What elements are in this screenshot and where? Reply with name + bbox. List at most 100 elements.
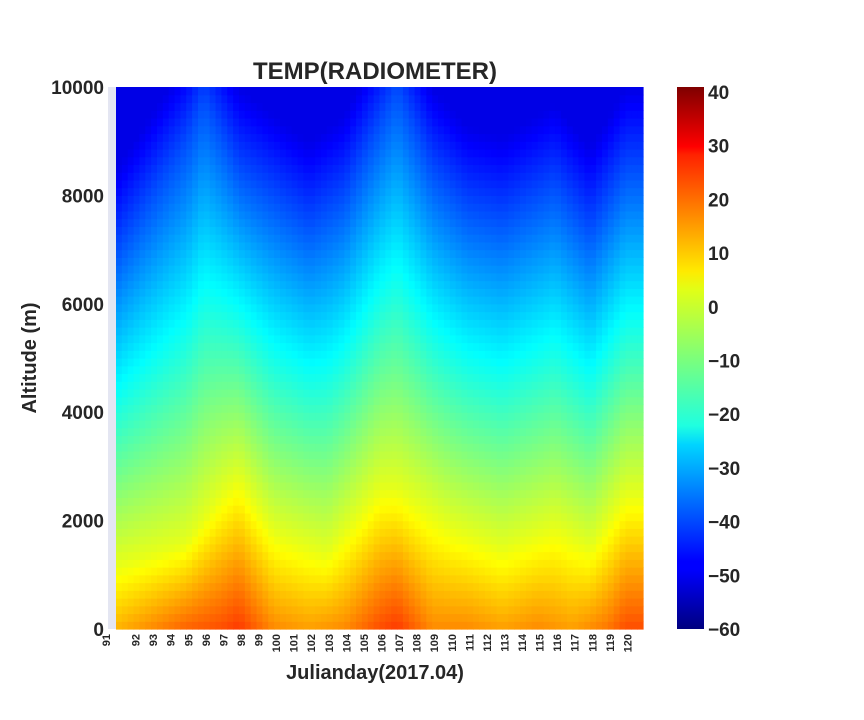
- heatmap-cell: [180, 474, 187, 483]
- heatmap-cell: [309, 249, 316, 258]
- heatmap-cell: [508, 241, 515, 251]
- heatmap-cell: [385, 110, 392, 119]
- heatmap-cell: [420, 218, 427, 227]
- heatmap-cell: [133, 125, 141, 135]
- heatmap-cell: [268, 241, 275, 251]
- heatmap-cell: [139, 419, 146, 429]
- heatmap-cell: [227, 489, 234, 498]
- heatmap-cell: [479, 543, 486, 553]
- heatmap-cell: [297, 404, 304, 413]
- heatmap-cell: [227, 288, 234, 297]
- heatmap-cell: [227, 621, 234, 630]
- heatmap-cell: [455, 110, 463, 119]
- heatmap-cell: [291, 419, 299, 429]
- heatmap-cell: [180, 303, 187, 313]
- heatmap-cell: [367, 396, 375, 406]
- heatmap-cell: [279, 218, 287, 227]
- heatmap-cell: [139, 350, 146, 359]
- heatmap-cell: [227, 296, 234, 305]
- heatmap-cell: [197, 195, 205, 204]
- heatmap-cell: [385, 288, 392, 297]
- heatmap-cell: [145, 327, 152, 336]
- heatmap-cell: [303, 497, 310, 506]
- heatmap-cell: [508, 327, 515, 336]
- heatmap-cell: [490, 327, 498, 336]
- heatmap-cell: [461, 512, 468, 522]
- heatmap-cell: [238, 582, 246, 591]
- heatmap-cell: [332, 296, 340, 305]
- heatmap-cell: [373, 296, 381, 305]
- heatmap-cell: [285, 365, 293, 375]
- heatmap-cell: [508, 117, 515, 127]
- heatmap-cell: [145, 567, 152, 576]
- heatmap-cell: [116, 358, 123, 367]
- heatmap-cell: [250, 257, 258, 266]
- heatmap-cell: [145, 450, 152, 460]
- heatmap-cell: [151, 427, 158, 437]
- heatmap-cell: [186, 481, 193, 491]
- heatmap-cell: [508, 311, 515, 320]
- heatmap-cell: [420, 590, 427, 599]
- heatmap-cell: [162, 195, 170, 204]
- heatmap-cell: [227, 358, 234, 367]
- heatmap-cell: [116, 505, 123, 514]
- heatmap-cell: [244, 567, 252, 576]
- heatmap-cell: [121, 613, 129, 622]
- heatmap-cell: [133, 474, 141, 483]
- heatmap-cell: [151, 311, 158, 320]
- heatmap-cell: [496, 148, 504, 158]
- heatmap-cell: [490, 489, 498, 498]
- heatmap-cell: [303, 342, 310, 351]
- heatmap-cell: [402, 497, 410, 506]
- heatmap-cell: [221, 528, 228, 537]
- heatmap-cell: [285, 102, 293, 111]
- heatmap-cell: [344, 551, 351, 560]
- heatmap-cell: [484, 605, 492, 615]
- heatmap-cell: [432, 234, 439, 243]
- heatmap-cell: [297, 187, 304, 196]
- heatmap-cell: [127, 125, 135, 135]
- heatmap-cell: [227, 412, 234, 421]
- heatmap-cell: [373, 179, 381, 189]
- heatmap-cell: [309, 574, 316, 584]
- heatmap-cell: [250, 536, 258, 545]
- heatmap-cell: [274, 358, 281, 367]
- heatmap-cell: [397, 102, 404, 111]
- heatmap-cell: [332, 342, 340, 351]
- heatmap-cell: [139, 234, 146, 243]
- heatmap-cell: [186, 567, 193, 576]
- heatmap-cell: [350, 605, 357, 615]
- heatmap-cell: [514, 179, 521, 189]
- heatmap-cell: [385, 148, 392, 158]
- heatmap-cell: [508, 141, 515, 150]
- heatmap-cell: [326, 590, 334, 599]
- heatmap-cell: [227, 110, 234, 119]
- heatmap-cell: [461, 598, 468, 607]
- heatmap-cell: [315, 419, 322, 429]
- heatmap-cell: [180, 179, 187, 189]
- heatmap-cell: [262, 296, 269, 305]
- heatmap-cell: [303, 435, 310, 444]
- heatmap-cell: [180, 141, 187, 150]
- heatmap-cell: [432, 458, 439, 467]
- heatmap-cell: [356, 303, 363, 313]
- heatmap-cell: [473, 613, 480, 622]
- heatmap-cell: [244, 373, 252, 382]
- heatmap-cell: [408, 172, 416, 181]
- heatmap-cell: [186, 195, 193, 204]
- heatmap-cell: [525, 450, 533, 460]
- heatmap-cell: [162, 272, 170, 282]
- heatmap-cell: [525, 226, 533, 235]
- heatmap-cell: [467, 102, 474, 111]
- heatmap-cell: [233, 427, 240, 437]
- heatmap-cell: [367, 210, 375, 220]
- heatmap-cell: [297, 226, 304, 235]
- heatmap-cell: [391, 148, 398, 158]
- heatmap-cell: [332, 195, 340, 204]
- heatmap-cell: [426, 280, 433, 289]
- heatmap-cell: [238, 288, 246, 297]
- heatmap-cell: [133, 234, 141, 243]
- heatmap-cell: [156, 613, 164, 622]
- heatmap-cell: [238, 512, 246, 522]
- heatmap-cell: [256, 164, 263, 173]
